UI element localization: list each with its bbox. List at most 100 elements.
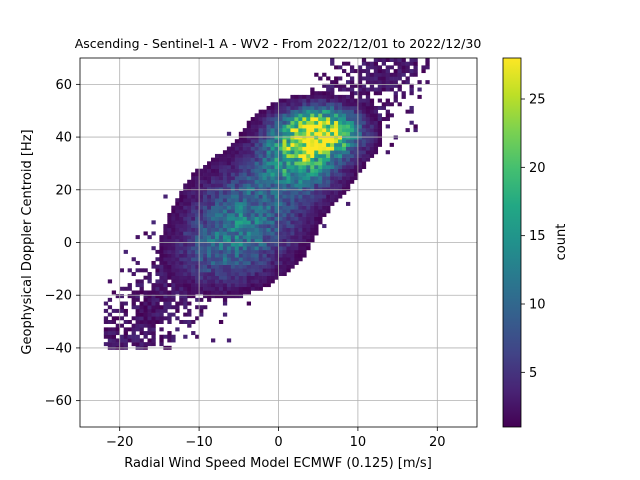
heatmap-cell [203,224,208,229]
heatmap-cell [155,279,160,284]
heatmap-cell [123,331,128,336]
heatmap-cell [365,91,371,96]
heatmap-cell [342,87,347,92]
heatmap-cell [238,146,244,151]
heatmap-cell [179,294,184,299]
heatmap-cell [183,187,188,192]
heatmap-cell [191,183,196,188]
heatmap-cell [377,120,383,125]
heatmap-cell [286,135,291,140]
heatmap-cell [282,105,287,110]
heatmap-cell [286,150,291,155]
heatmap-cell [246,183,252,188]
heatmap-cell [254,272,259,277]
heatmap-cell [115,308,120,313]
heatmap-cell [199,308,204,313]
heatmap-cell [365,109,371,114]
heatmap-cell [250,146,255,151]
heatmap-cell [214,179,220,184]
heatmap-cell [409,87,414,92]
heatmap-cell [147,297,152,302]
heatmap-cell [342,94,347,99]
heatmap-cell [278,124,283,129]
heatmap-cell [246,275,252,280]
heatmap-cell [179,205,184,210]
heatmap-cell [349,124,355,129]
heatmap-cell [250,117,255,122]
heatmap-cell [167,305,172,310]
heatmap-cell [342,157,347,162]
x-tick-label: 10 [350,435,367,450]
heatmap-cell [274,264,279,269]
heatmap-cell [286,131,291,136]
heatmap-cell [254,249,259,254]
heatmap-cell [338,124,343,129]
heatmap-cell [377,124,383,129]
heatmap-cell [254,205,259,210]
heatmap-cell [282,109,287,114]
heatmap-cell [365,102,371,107]
heatmap-cell [326,83,331,88]
heatmap-cell [214,227,220,232]
heatmap-cell [246,286,252,291]
heatmap-cell [262,183,267,188]
heatmap-cell [254,212,259,217]
heatmap-cell [191,331,196,336]
heatmap-cell [385,80,390,85]
heatmap-cell [262,212,267,217]
heatmap-cell [278,165,283,169]
heatmap-cell [345,105,351,110]
heatmap-cell [377,105,383,110]
heatmap-cell [330,98,335,103]
heatmap-cell [353,113,359,118]
heatmap-cell [262,179,267,184]
heatmap-cell [286,268,291,273]
heatmap-cell [294,124,299,129]
heatmap-cell [342,172,347,177]
heatmap-cell [310,117,315,122]
heatmap-cell [187,209,192,214]
heatmap-cell [274,260,279,265]
heatmap-cell [357,150,363,155]
heatmap-cell [218,235,224,240]
heatmap-cell [211,209,216,214]
heatmap-cell [278,135,283,140]
heatmap-cell [310,205,315,210]
heatmap-cell [218,205,224,210]
heatmap-cell [334,194,339,199]
heatmap-cell [175,327,180,332]
heatmap-cell [322,190,327,195]
heatmap-cell [326,146,331,151]
heatmap-cell [290,179,295,184]
heatmap-cell [290,117,295,122]
heatmap-cell [302,183,307,188]
heatmap-cell [373,113,379,118]
heatmap-cell [226,220,232,225]
heatmap-cell [242,253,248,258]
heatmap-cell [191,238,196,243]
heatmap-cell [214,157,220,162]
heatmap-cell [290,264,295,269]
heatmap-cell [330,183,335,188]
heatmap-cell [111,327,117,332]
heatmap-cell [211,338,216,343]
heatmap-cell [353,128,359,133]
heatmap-cell [179,253,184,258]
heatmap-cell [349,87,355,92]
heatmap-cell [318,91,323,96]
heatmap-cell [274,157,279,162]
heatmap-cell [163,316,168,321]
heatmap-cell [242,128,248,133]
heatmap-cell [159,238,164,243]
heatmap-cell [389,65,394,70]
heatmap-cell [159,246,164,251]
heatmap-cell [326,102,331,107]
heatmap-cell [258,194,263,199]
heatmap-cell [330,120,335,125]
heatmap-cell [135,316,140,321]
heatmap-cell [183,246,188,251]
heatmap-cell [385,76,390,81]
heatmap-cell [203,249,208,254]
heatmap-cell [179,275,184,280]
heatmap-cell [123,312,128,317]
